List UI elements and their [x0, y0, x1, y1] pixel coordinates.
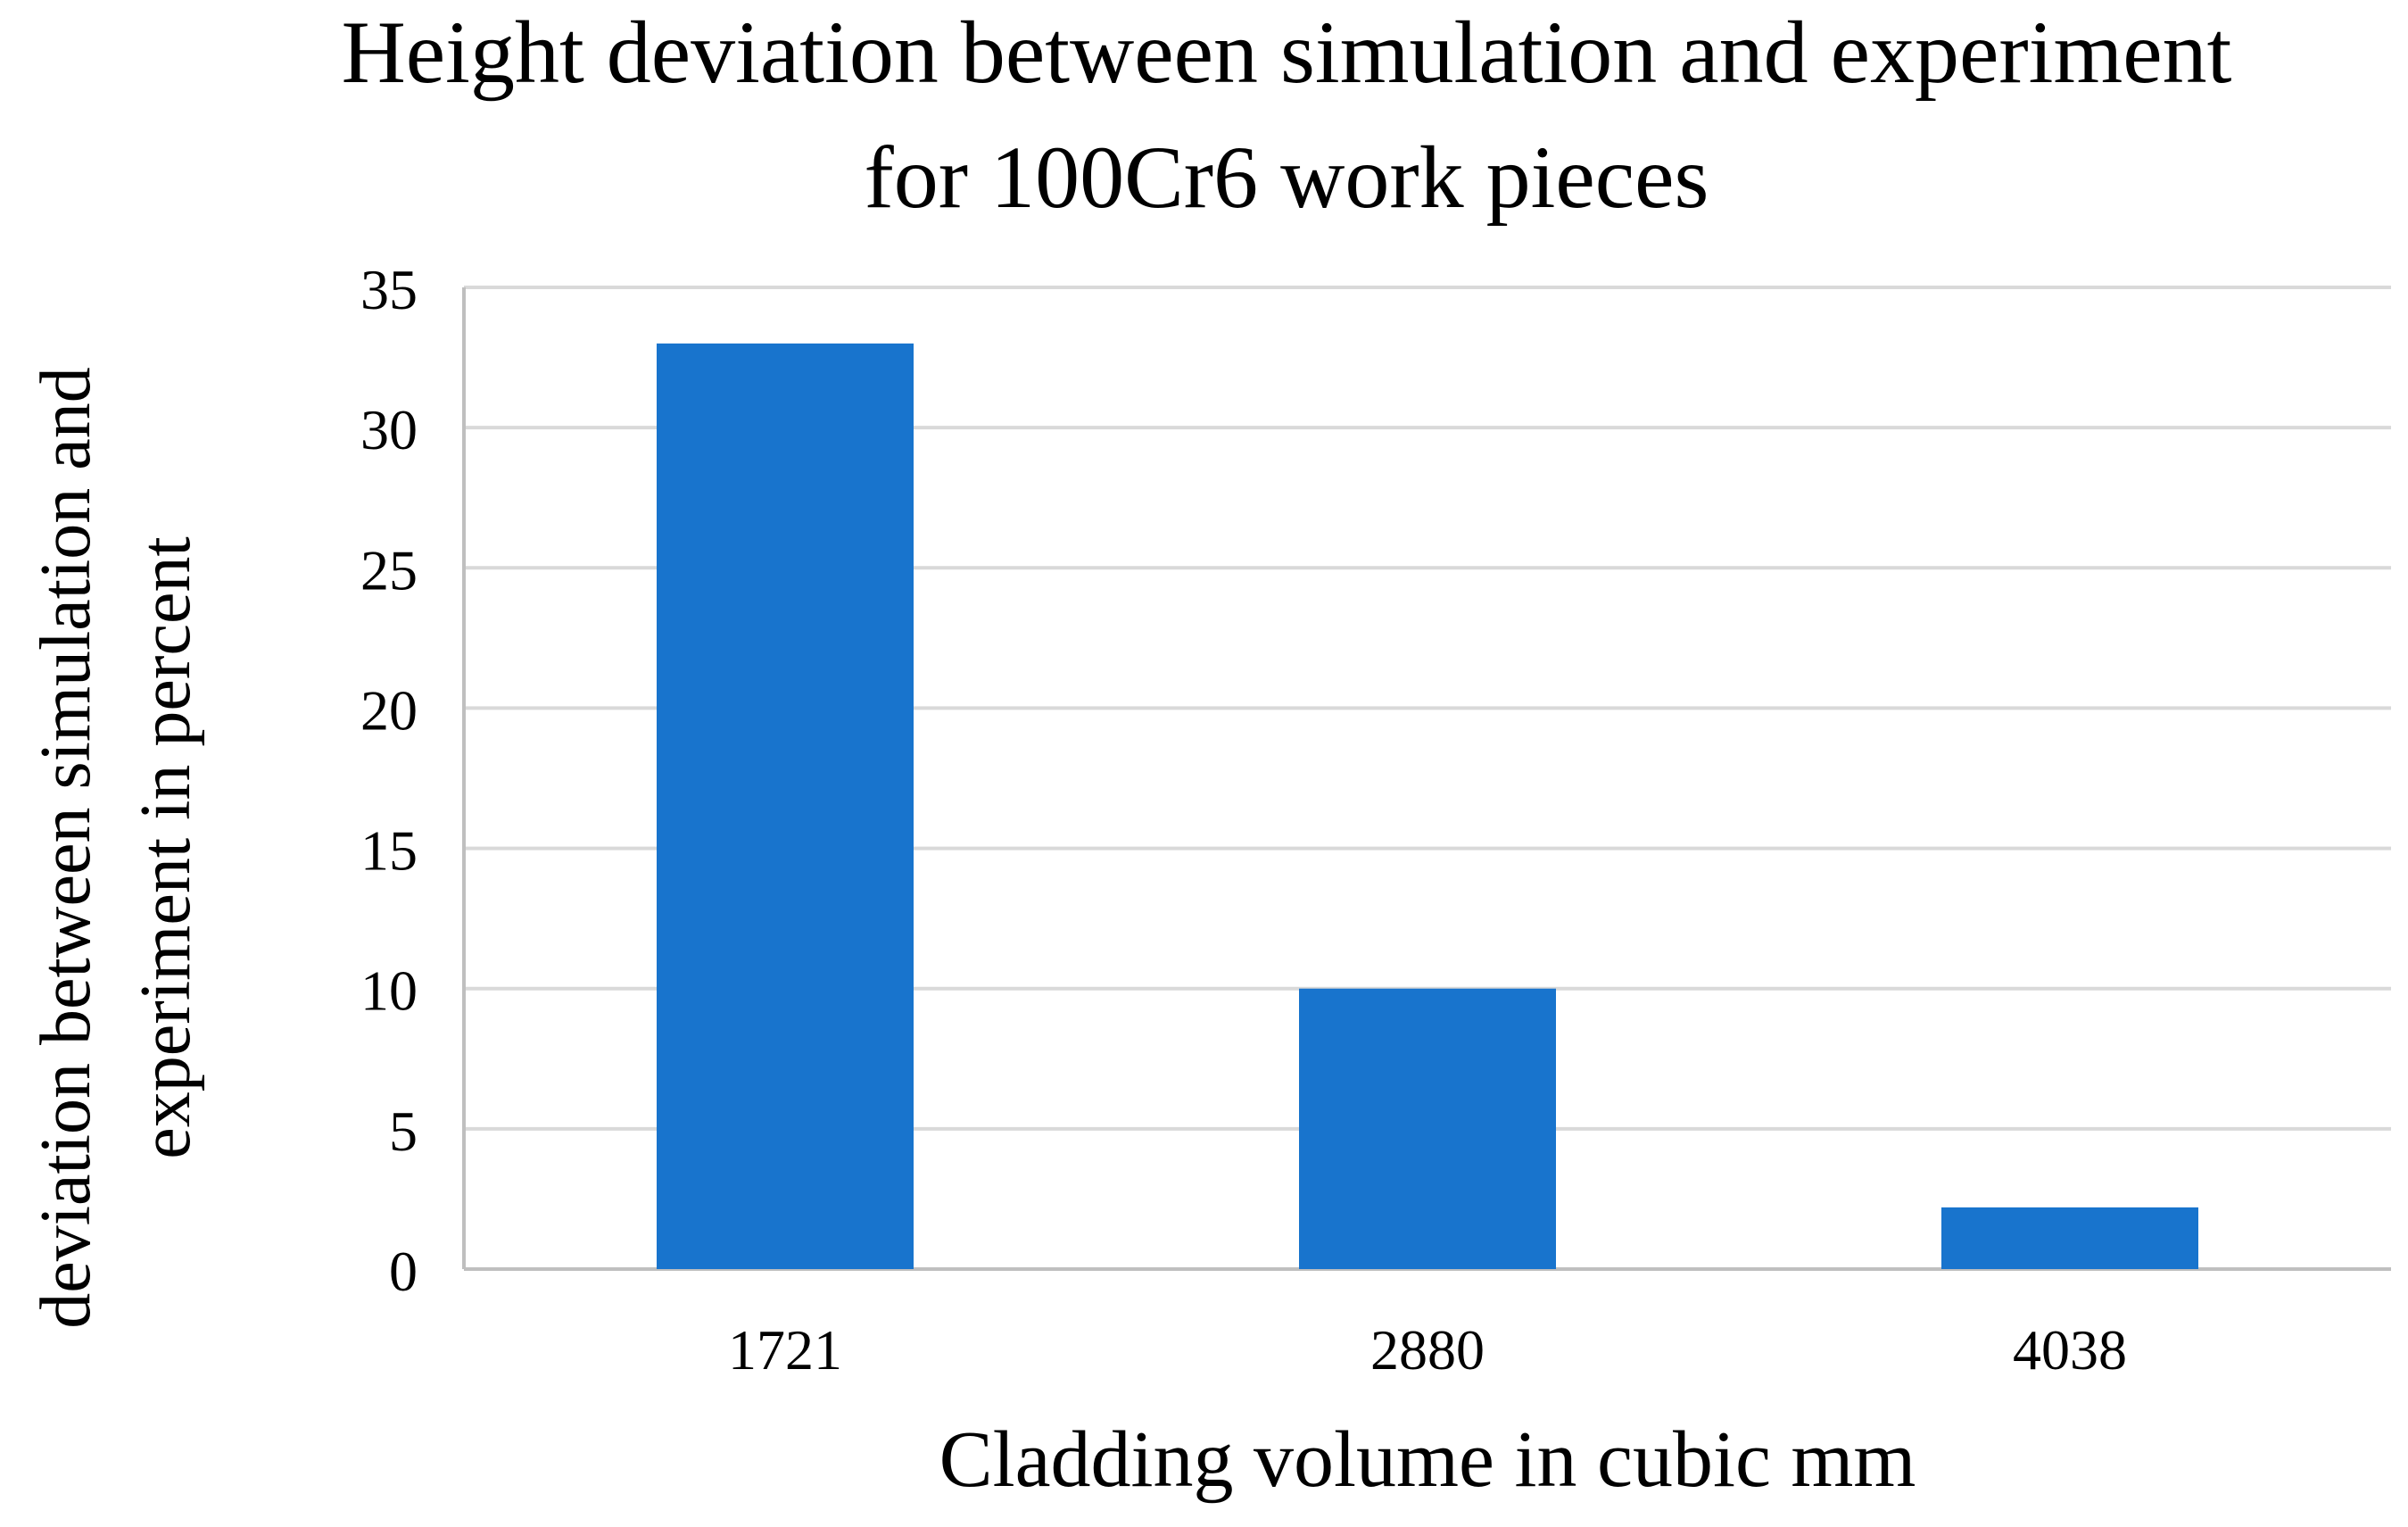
y-axis-label-line-2: experiment in percent: [127, 536, 205, 1158]
y-tick-label: 10: [360, 959, 418, 1023]
y-tick-label: 0: [389, 1240, 418, 1303]
x-axis-label: Cladding volume in cubic mm: [939, 1415, 1916, 1504]
bar-2880: [1299, 988, 1556, 1269]
y-tick-label: 15: [360, 819, 418, 883]
chart-title-line-2: for 100Cr6 work pieces: [865, 128, 1709, 227]
bar-4038: [1941, 1207, 2198, 1269]
x-tick-label: 1721: [728, 1318, 842, 1382]
y-tick-label: 25: [360, 538, 418, 602]
y-tick-label: 30: [360, 398, 418, 461]
bar-1721: [657, 343, 914, 1269]
y-axis-label-line-1: deviation between simulation and: [27, 367, 105, 1329]
y-tick-label: 5: [389, 1100, 418, 1163]
y-tick-label: 35: [360, 258, 418, 321]
x-tick-labels: 1721 2880 4038: [728, 1318, 2127, 1382]
bars: [657, 343, 2198, 1269]
y-tick-label: 20: [360, 678, 418, 742]
x-tick-label: 2880: [1370, 1318, 1485, 1382]
y-tick-labels: 0 5 10 15 20 25 30 35: [360, 258, 418, 1303]
x-tick-label: 4038: [2013, 1318, 2127, 1382]
chart-title-line-1: Height deviation between simulation and …: [342, 3, 2232, 102]
